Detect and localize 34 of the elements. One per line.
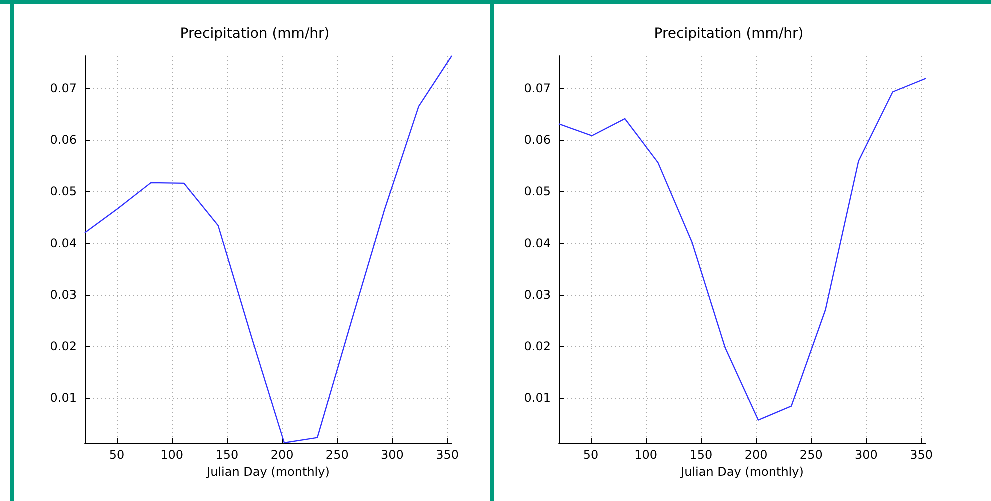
y-tick-label: 0.04 — [524, 236, 551, 250]
x-tick-label: 250 — [326, 448, 349, 462]
x-tick-label: 350 — [436, 448, 460, 462]
x-tick-label: 200 — [744, 448, 768, 462]
x-tick-label: 300 — [381, 448, 404, 462]
line-series — [84, 55, 453, 444]
y-tick-label: 0.06 — [50, 133, 77, 148]
x-tick-label: 50 — [583, 448, 599, 462]
x-axis-title: Julian Day (monthly) — [206, 464, 330, 479]
x-tick-label: 350 — [910, 448, 934, 462]
chart-title: Precipitation (mm/hr) — [180, 26, 330, 42]
y-tick-label: 0.02 — [50, 340, 77, 354]
x-tick-label: 150 — [690, 448, 713, 462]
x-tick-label: 150 — [216, 448, 239, 462]
x-tick-label: 100 — [634, 448, 658, 462]
y-tick-label: 0.01 — [524, 391, 551, 406]
x-tick-label: 250 — [800, 448, 823, 462]
y-tick-label: 0.01 — [50, 391, 77, 406]
y-tick-label: 0.04 — [50, 236, 77, 250]
y-tick-label: 0.07 — [524, 82, 551, 96]
x-tick-label: 200 — [270, 448, 294, 462]
x-axis-title: Julian Day (monthly) — [680, 464, 804, 479]
y-tick-label: 0.07 — [50, 82, 77, 96]
x-tick-label: 300 — [855, 448, 878, 462]
y-tick-label: 0.06 — [524, 133, 551, 148]
y-tick-label: 0.02 — [524, 340, 551, 354]
y-tick-label: 0.03 — [524, 288, 551, 302]
x-tick-label: 100 — [160, 448, 184, 462]
y-tick-label: 0.05 — [524, 184, 551, 199]
line-series — [558, 78, 927, 421]
y-tick-label: 0.05 — [50, 184, 77, 199]
x-tick-label: 50 — [109, 448, 125, 462]
y-tick-label: 0.03 — [50, 288, 77, 302]
chart-title: Precipitation (mm/hr) — [654, 26, 804, 42]
